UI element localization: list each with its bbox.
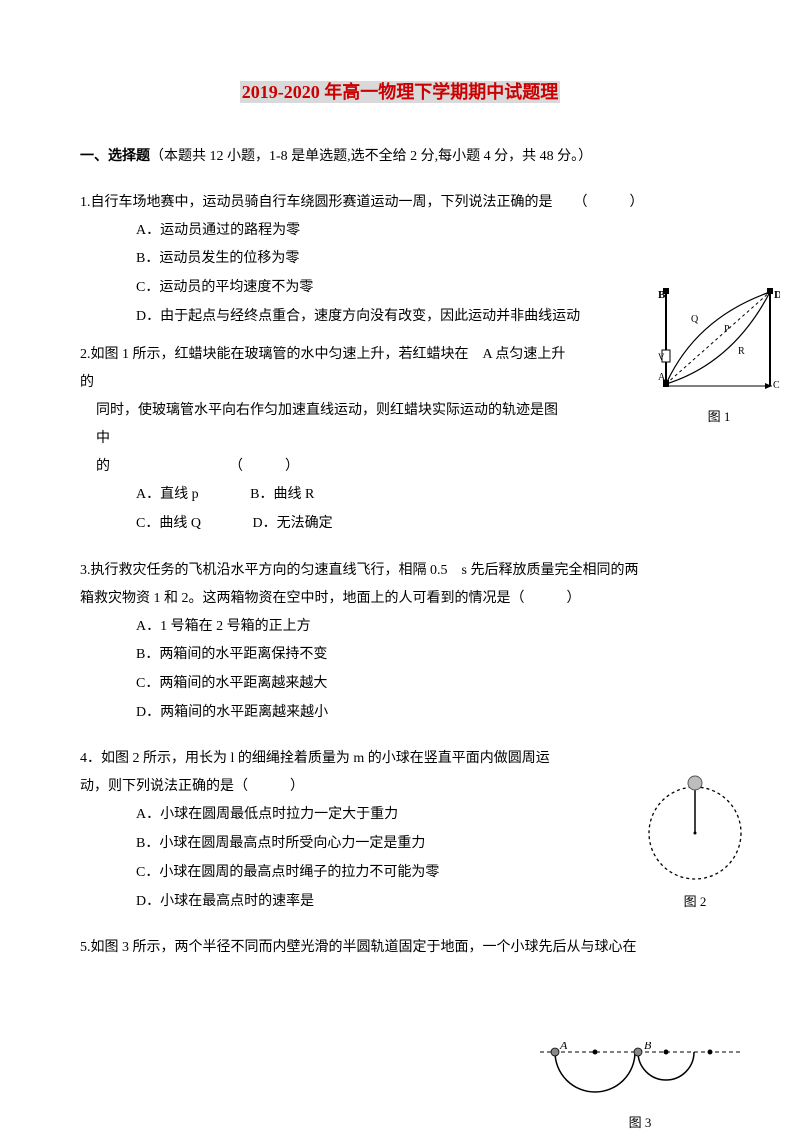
title-prefix: 2019-2020 [242, 82, 320, 102]
q1-stem: 1.自行车场地赛中，运动员骑自行车绕圆形赛道运动一周，下列说法正确的是 （ ） [80, 189, 720, 217]
fig1-label-d: D [774, 289, 780, 301]
fig2-svg [640, 775, 750, 883]
fig1-label-q: Q [691, 314, 699, 325]
q2-line2: 同时，使玻璃管水平向右作匀加速直线运动，则红蜡块实际运动的轨迹是图中 [80, 397, 570, 453]
fig1-label-b: B [658, 289, 666, 301]
title-suffix: 年高一物理下学期期中试题理 [324, 82, 558, 102]
q2-opt-c: C．曲线 Q [136, 510, 201, 539]
question-5: 5.如图 3 所示，两个半径不同而内壁光滑的半圆轨道固定于地面，一个小球先后从与… [80, 934, 720, 962]
fig3-label-a: A [559, 1042, 568, 1052]
section-desc: （本题共 12 小题，1-8 是单选题,选不全给 2 分,每小题 4 分，共 4… [150, 149, 592, 164]
q3-opt-d: D．两箱间的水平距离越来越小 [136, 699, 720, 728]
q3-line1: 3.执行救灾任务的飞机沿水平方向的匀速直线飞行，相隔 0.5 s 先后释放质量完… [80, 557, 720, 585]
q2-line1: 2.如图 1 所示，红蜡块能在玻璃管的水中匀速上升，若红蜡块在 A 点匀速上升的 [80, 341, 570, 397]
q3-line2: 箱救灾物资 1 和 2。这两箱物资在空中时，地面上的人可看到的情况是（ ） [80, 585, 720, 613]
fig1-label-a: A [658, 372, 666, 383]
figure-1: B D A C Q P R V 图 1 [658, 288, 780, 425]
q3-opt-c: C．两箱间的水平距离越来越大 [136, 670, 720, 699]
q5-line1: 5.如图 3 所示，两个半径不同而内壁光滑的半圆轨道固定于地面，一个小球先后从与… [80, 934, 720, 962]
q1-opt-b: B．运动员发生的位移为零 [136, 245, 720, 274]
fig3-label-b: B [644, 1042, 652, 1052]
question-4: 4．如图 2 所示，用长为 l 的细绳拴着质量为 m 的小球在竖直平面内做圆周运… [80, 745, 720, 916]
q1-opt-a: A．运动员通过的路程为零 [136, 217, 720, 246]
page-title: 2019-2020 年高一物理下学期期中试题理 [80, 78, 720, 104]
figure-3: A B 图 3 [540, 1042, 740, 1131]
question-1: 1.自行车场地赛中，运动员骑自行车绕圆形赛道运动一周，下列说法正确的是 （ ） … [80, 189, 720, 332]
question-2: 2.如图 1 所示，红蜡块能在玻璃管的水中匀速上升，若红蜡块在 A 点匀速上升的… [80, 341, 720, 538]
q1-opt-c: C．运动员的平均速度不为零 [136, 274, 720, 303]
q2-line3: 的 （ ） [80, 453, 570, 481]
q4-line2: 动，则下列说法正确的是（ ） [80, 773, 720, 801]
q2-opt-b: B．曲线 R [250, 481, 314, 510]
q2-opt-d: D．无法确定 [252, 510, 332, 539]
fig1-label-p: P [724, 324, 730, 335]
title-highlight: 2019-2020 年高一物理下学期期中试题理 [240, 81, 561, 103]
fig1-label-v: V [658, 352, 665, 362]
q4-opt-a: A．小球在圆周最低点时拉力一定大于重力 [136, 801, 720, 830]
q3-opt-b: B．两箱间的水平距离保持不变 [136, 641, 720, 670]
fig1-svg: B D A C Q P R V [658, 288, 780, 398]
fig1-caption: 图 1 [658, 406, 780, 425]
q2-opt-a: A．直线 p [136, 481, 199, 510]
q4-opt-c: C．小球在圆周的最高点时绳子的拉力不可能为零 [136, 859, 720, 888]
q4-opt-d: D．小球在最高点时的速率是 [136, 888, 720, 917]
fig3-svg: A B [540, 1042, 740, 1104]
q4-opt-b: B．小球在圆周最高点时所受向心力一定是重力 [136, 830, 720, 859]
fig3-caption: 图 3 [540, 1112, 740, 1131]
section-header: 一、选择题（本题共 12 小题，1-8 是单选题,选不全给 2 分,每小题 4 … [80, 144, 720, 171]
fig1-label-r: R [738, 346, 745, 357]
q1-opt-d: D．由于起点与经终点重合，速度方向没有改变，因此运动并非曲线运动 [136, 303, 720, 332]
section-label: 一、选择题 [80, 149, 150, 164]
fig1-label-c: C [773, 380, 780, 391]
fig2-caption: 图 2 [640, 891, 750, 910]
q3-opt-a: A．1 号箱在 2 号箱的正上方 [136, 613, 720, 642]
figure-2: 图 2 [640, 775, 750, 910]
question-3: 3.执行救灾任务的飞机沿水平方向的匀速直线飞行，相隔 0.5 s 先后释放质量完… [80, 557, 720, 728]
q4-line1: 4．如图 2 所示，用长为 l 的细绳拴着质量为 m 的小球在竖直平面内做圆周运 [80, 745, 560, 773]
